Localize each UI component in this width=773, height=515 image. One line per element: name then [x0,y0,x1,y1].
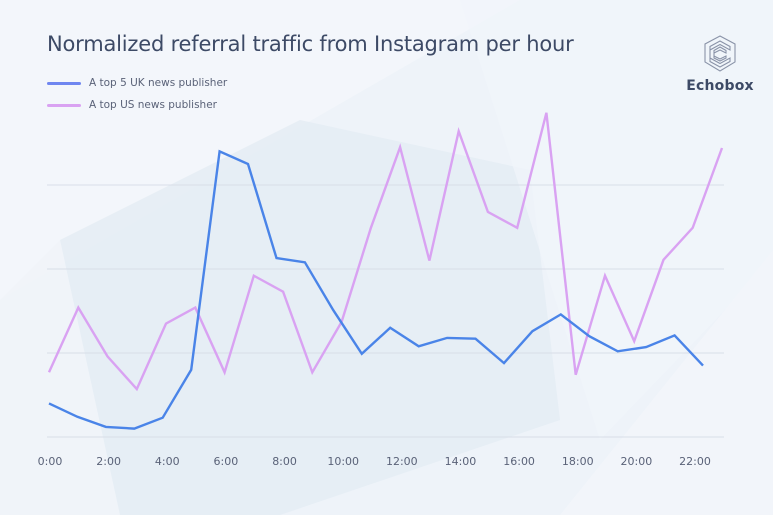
legend-swatch-uk [47,81,81,85]
series-lines [47,112,724,430]
gridlines [47,184,724,438]
legend-item-uk: A top 5 UK news publisher [47,72,227,94]
series-line-us [47,112,724,392]
x-tick-label: 10:00 [327,455,359,468]
legend-item-us: A top US news publisher [47,94,227,116]
x-tick-label: 2:00 [96,455,121,468]
x-tick-label: 14:00 [445,455,477,468]
legend-swatch-us [47,103,81,107]
x-tick-label: 8:00 [272,455,297,468]
series-line-uk [48,149,704,430]
x-tick-label: 6:00 [214,455,239,468]
chart-legend: A top 5 UK news publisher A top US news … [47,72,227,116]
x-tick-label: 4:00 [155,455,180,468]
x-tick-label: 16:00 [503,455,535,468]
brand-logo: Echobox [680,34,760,94]
echobox-cube-logo-icon [704,35,736,72]
x-tick-label: 20:00 [621,455,653,468]
chart-title: Normalized referral traffic from Instagr… [47,32,574,56]
x-tick-label: 22:00 [679,455,711,468]
legend-label-us: A top US news publisher [89,99,217,111]
x-tick-label: 0:00 [38,455,63,468]
x-axis-ticks: 0:00 2:00 4:00 6:00 8:00 10:00 12:00 14:00 16:00… [38,455,711,468]
legend-label-uk: A top 5 UK news publisher [89,77,228,89]
x-tick-label: 12:00 [386,455,418,468]
x-tick-label: 18:00 [562,455,594,468]
brand-name: Echobox [686,78,754,94]
